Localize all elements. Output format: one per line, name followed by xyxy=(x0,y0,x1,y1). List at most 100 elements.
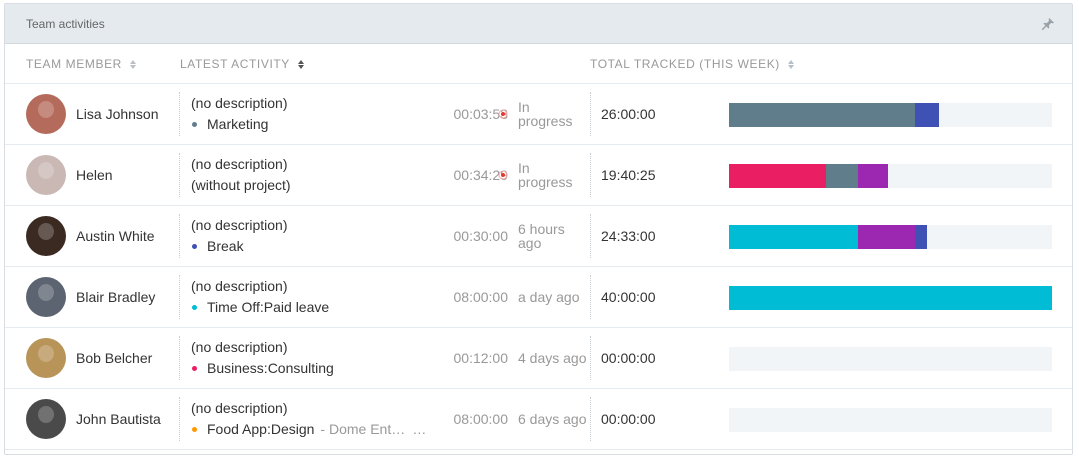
widget-header: Team activities xyxy=(5,4,1072,44)
bar-segment xyxy=(825,164,859,188)
sort-icon xyxy=(129,59,136,69)
table-body: Lisa Johnson (no description) Marketing … xyxy=(5,84,1072,450)
divider xyxy=(590,275,591,319)
bar-segment xyxy=(914,103,939,127)
table-row[interactable]: Austin White (no description) Break 00:3… xyxy=(5,206,1072,267)
activity-description: (no description) xyxy=(191,95,288,111)
total-tracked: 00:00:00 xyxy=(601,350,656,366)
divider xyxy=(179,336,180,380)
recording-icon xyxy=(491,84,515,144)
divider xyxy=(590,153,591,197)
team-member[interactable]: Blair Bradley xyxy=(26,267,186,327)
activity-duration: 08:00:00 xyxy=(453,411,509,427)
column-team-member[interactable]: TEAM MEMBER xyxy=(26,44,136,84)
total-tracked: 24:33:00 xyxy=(601,228,656,244)
total-tracked: 00:00:00 xyxy=(601,411,656,427)
activity-status: a day ago xyxy=(518,289,580,305)
divider xyxy=(179,153,180,197)
divider xyxy=(179,214,180,258)
activity-status: 6 hours ago xyxy=(518,221,565,251)
avatar xyxy=(26,399,66,439)
team-member[interactable]: Lisa Johnson xyxy=(26,84,186,144)
activity-description: (no description) xyxy=(191,217,288,233)
project-name: (without project) xyxy=(191,177,291,193)
latest-activity[interactable]: (no description) (without project) xyxy=(191,145,421,205)
activity-description: (no description) xyxy=(191,156,288,172)
divider xyxy=(179,92,180,136)
project-name: Time Off:Paid leave xyxy=(207,299,330,315)
column-team-member-label: TEAM MEMBER xyxy=(26,57,122,71)
avatar xyxy=(26,216,66,256)
team-member[interactable]: Bob Belcher xyxy=(26,328,186,388)
bar-segment xyxy=(858,225,916,249)
tracked-time-bar xyxy=(729,103,1052,127)
activity-duration: 00:12:00 xyxy=(453,350,509,366)
column-latest-activity[interactable]: LATEST ACTIVITY xyxy=(180,44,304,84)
latest-activity[interactable]: (no description) Break xyxy=(191,206,421,266)
team-member[interactable]: Austin White xyxy=(26,206,186,266)
activity-status: In progress xyxy=(518,99,573,129)
column-total-tracked[interactable]: TOTAL TRACKED (THIS WEEK) xyxy=(590,44,794,84)
latest-activity[interactable]: (no description) Food App:Design - Dome … xyxy=(191,389,426,449)
team-activities-widget: Team activities TEAM MEMBER LATEST ACTIV… xyxy=(4,3,1073,455)
activity-project: Time Off:Paid leave xyxy=(191,297,329,318)
table-header: TEAM MEMBER LATEST ACTIVITY TOTAL TRACKE… xyxy=(5,44,1072,84)
divider xyxy=(590,214,591,258)
member-name: Austin White xyxy=(76,228,155,244)
project-color-dot xyxy=(192,122,197,127)
latest-activity[interactable]: (no description) Marketing xyxy=(191,84,421,144)
team-member[interactable]: Helen xyxy=(26,145,186,205)
pin-icon[interactable] xyxy=(1038,14,1058,34)
project-color-dot xyxy=(192,427,197,432)
member-name: Lisa Johnson xyxy=(76,106,159,122)
divider xyxy=(590,397,591,441)
bar-segment xyxy=(915,225,928,249)
activity-duration: 00:30:00 xyxy=(453,228,509,244)
project-name: Break xyxy=(207,238,244,254)
project-name: Food App:Design xyxy=(207,421,315,437)
total-tracked: 19:40:25 xyxy=(601,167,656,183)
project-color-dot xyxy=(192,305,197,310)
latest-activity[interactable]: (no description) Time Off:Paid leave xyxy=(191,267,421,327)
tracked-time-bar xyxy=(729,164,1052,188)
activity-status: 6 days ago xyxy=(518,411,587,427)
project-color-dot xyxy=(192,244,197,249)
avatar xyxy=(26,155,66,195)
team-member[interactable]: John Bautista xyxy=(26,389,186,449)
table-row[interactable]: Lisa Johnson (no description) Marketing … xyxy=(5,84,1072,145)
column-total-tracked-label: TOTAL TRACKED (THIS WEEK) xyxy=(590,57,780,71)
bar-segment xyxy=(729,286,1052,310)
member-name: John Bautista xyxy=(76,411,161,427)
avatar xyxy=(26,94,66,134)
divider xyxy=(179,397,180,441)
total-tracked: 40:00:00 xyxy=(601,289,656,305)
sort-icon xyxy=(787,59,794,69)
activity-project: (without project) xyxy=(191,175,291,196)
column-latest-activity-label: LATEST ACTIVITY xyxy=(180,57,290,71)
tracked-time-bar xyxy=(729,286,1052,310)
latest-activity[interactable]: (no description) Business:Consulting xyxy=(191,328,421,388)
table-row[interactable]: Helen (no description) (without project)… xyxy=(5,145,1072,206)
divider xyxy=(590,336,591,380)
widget-title: Team activities xyxy=(26,16,105,31)
sort-desc-icon xyxy=(297,59,304,69)
recording-icon xyxy=(491,145,515,205)
activity-status: In progress xyxy=(518,160,573,190)
activity-duration: 08:00:00 xyxy=(453,289,509,305)
tracked-time-bar xyxy=(729,408,1052,432)
total-tracked: 26:00:00 xyxy=(601,106,656,122)
member-name: Blair Bradley xyxy=(76,289,156,305)
activity-description: (no description) xyxy=(191,339,288,355)
member-name: Helen xyxy=(76,167,113,183)
bar-segment xyxy=(729,103,915,127)
table-row[interactable]: John Bautista (no description) Food App:… xyxy=(5,389,1072,450)
activity-project: Business:Consulting xyxy=(191,358,334,379)
table-row[interactable]: Bob Belcher (no description) Business:Co… xyxy=(5,328,1072,389)
activity-description: (no description) xyxy=(191,278,288,294)
activity-description: (no description) xyxy=(191,400,288,416)
bar-segment xyxy=(729,164,826,188)
table-row[interactable]: Blair Bradley (no description) Time Off:… xyxy=(5,267,1072,328)
tracked-time-bar xyxy=(729,347,1052,371)
bar-segment xyxy=(729,225,859,249)
avatar xyxy=(26,338,66,378)
